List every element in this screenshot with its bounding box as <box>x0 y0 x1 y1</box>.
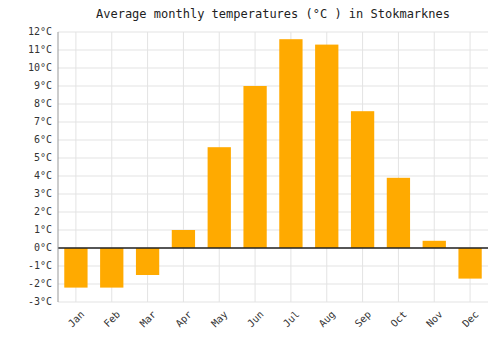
y-grid-line <box>58 230 488 231</box>
y-tick-label: 6°C <box>34 134 52 145</box>
y-tick-label: 8°C <box>34 98 52 109</box>
x-tick-label: Jul <box>281 309 302 330</box>
bar <box>172 230 195 248</box>
x-tick-label: Aug <box>317 309 338 330</box>
y-tick-label: -2°C <box>28 278 52 289</box>
y-tick-label: 3°C <box>34 188 52 199</box>
y-grid-line <box>58 50 488 51</box>
y-tick-label: 7°C <box>34 116 52 127</box>
y-grid-line <box>58 248 488 249</box>
bar <box>243 86 266 248</box>
x-tick-label: Jan <box>66 309 87 330</box>
x-grid-line <box>398 32 399 302</box>
zero-line <box>58 247 488 249</box>
y-grid-line <box>58 32 488 33</box>
x-tick-label: Sep <box>353 309 374 330</box>
bars <box>64 39 481 287</box>
y-grid-line <box>58 194 488 195</box>
y-tick-label: 12°C <box>28 26 52 37</box>
bar <box>279 39 302 248</box>
bar <box>351 111 374 248</box>
y-tick-label: -1°C <box>28 260 52 271</box>
x-grid-line <box>434 32 435 302</box>
x-tick-label: May <box>209 309 230 330</box>
y-tick-label: 0°C <box>34 242 52 253</box>
y-grid-line <box>58 212 488 213</box>
title: Average monthly temperatures (°C ) in St… <box>96 7 450 21</box>
y-tick-label: 1°C <box>34 224 52 235</box>
y-tick-label: 2°C <box>34 206 52 217</box>
y-tick-label: 9°C <box>34 80 52 91</box>
y-tick-label: 5°C <box>34 152 52 163</box>
chart-svg: -3°C -2°C -1°C 0°C 1°C 2°C 3°C 4°C 5°C 6°C 7°C 8°C 9… <box>0 0 500 350</box>
x-tick-label: Apr <box>173 309 194 330</box>
grid <box>58 32 488 302</box>
y-tick-label: -3°C <box>28 296 52 307</box>
y-grid-line <box>58 158 488 159</box>
y-grid-line <box>58 104 488 105</box>
y-grid-line <box>58 176 488 177</box>
x-tick-label: Nov <box>424 309 445 330</box>
bar <box>387 178 410 248</box>
y-grid-line <box>58 68 488 69</box>
x-tick-label: Oct <box>388 309 409 330</box>
x-tick-label: Jun <box>245 309 266 330</box>
y-grid-line <box>58 122 488 123</box>
bar <box>100 248 123 288</box>
x-tick-label: Feb <box>102 309 123 330</box>
y-tick-label: 4°C <box>34 170 52 181</box>
bar <box>136 248 159 275</box>
bar <box>64 248 87 288</box>
y-tick-label: 11°C <box>28 44 52 55</box>
x-tick-label: Mar <box>138 309 159 330</box>
y-grid-line <box>58 86 488 87</box>
x-grid-line <box>183 32 184 302</box>
y-axis-line <box>58 32 59 302</box>
bar <box>423 241 446 248</box>
y-grid-line <box>58 302 488 303</box>
y-grid-line <box>58 140 488 141</box>
y-tick-label: 10°C <box>28 62 52 73</box>
bar <box>208 147 231 248</box>
chart-container: -3°C -2°C -1°C 0°C 1°C 2°C 3°C 4°C 5°C 6°C 7°C 8°C 9… <box>0 0 500 350</box>
bar <box>458 248 481 279</box>
bar <box>315 45 338 248</box>
x-tick-label: Dec <box>460 309 481 330</box>
